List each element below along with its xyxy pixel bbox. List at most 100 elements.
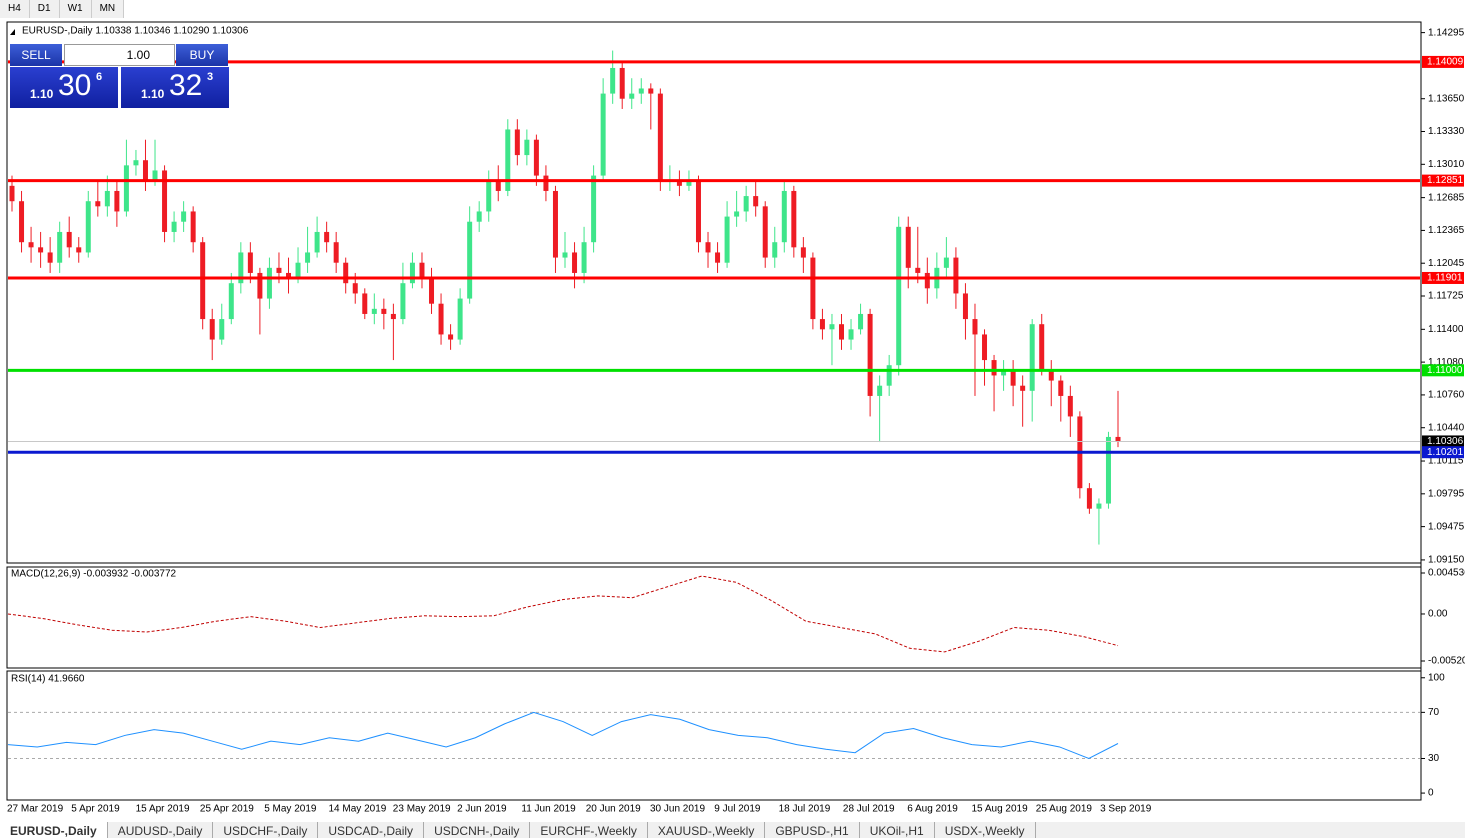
candle-body bbox=[162, 170, 168, 232]
axis-label: 1.12365 bbox=[1428, 225, 1465, 236]
candle-body bbox=[1086, 488, 1092, 509]
chart-tab[interactable]: USDCHF-,Daily bbox=[213, 822, 319, 838]
date-label: 3 Sep 2019 bbox=[1100, 804, 1152, 815]
rsi-label: RSI(14) 41.9660 bbox=[11, 674, 85, 685]
date-label: 9 Jul 2019 bbox=[714, 804, 761, 815]
price-level-tag bbox=[1422, 55, 1464, 68]
chart-tab[interactable]: USDCAD-,Daily bbox=[318, 822, 425, 838]
candle-body bbox=[238, 252, 244, 284]
candle-body bbox=[1039, 324, 1045, 371]
trade-panel: SELL 1.00 BUY 1.10 30 6 1.10 32 3 bbox=[10, 44, 229, 108]
candle-body bbox=[190, 211, 196, 243]
candle-body bbox=[638, 88, 644, 94]
candle-body bbox=[324, 231, 330, 243]
candle-body bbox=[724, 216, 730, 263]
axis-label: 1.14295 bbox=[1428, 27, 1465, 38]
price-level-tag bbox=[1422, 174, 1464, 187]
axis-label: 100 bbox=[1428, 672, 1445, 683]
candle-body bbox=[181, 211, 187, 222]
candle-body bbox=[552, 190, 558, 258]
axis-label: 30 bbox=[1428, 753, 1440, 764]
chart-tab[interactable]: XAUUSD-,Weekly bbox=[648, 822, 766, 838]
candle-body bbox=[305, 252, 311, 263]
candle-body bbox=[314, 231, 320, 253]
axis-label: 0 bbox=[1428, 788, 1434, 799]
candle-body bbox=[371, 308, 377, 314]
axis-label: 1.10115 bbox=[1428, 456, 1464, 467]
candle-body bbox=[991, 360, 997, 376]
price-level-label: 1.14009 bbox=[1427, 57, 1464, 68]
candle-body bbox=[85, 201, 91, 253]
candle-body bbox=[419, 262, 425, 279]
candle-body bbox=[1058, 380, 1064, 396]
price-level-label: 1.10201 bbox=[1427, 447, 1464, 458]
candle-body bbox=[858, 313, 864, 330]
candle-body bbox=[438, 303, 444, 335]
candle-body bbox=[848, 329, 854, 340]
lot-input[interactable]: 1.00 bbox=[64, 44, 175, 66]
date-label: 6 Aug 2019 bbox=[907, 804, 958, 815]
bid-big: 1.10 bbox=[30, 87, 54, 101]
price-level-tag bbox=[1422, 435, 1464, 448]
candle-body bbox=[9, 185, 15, 202]
candle-body bbox=[400, 283, 406, 320]
chart-tab[interactable]: USDCNH-,Daily bbox=[424, 822, 531, 838]
candle-body bbox=[867, 313, 873, 396]
candle-body bbox=[47, 252, 53, 263]
candle-body bbox=[362, 293, 368, 314]
chart-tab[interactable]: AUDUSD-,Daily bbox=[108, 822, 214, 838]
candle-body bbox=[495, 180, 501, 191]
header-icon bbox=[10, 29, 15, 35]
candle-body bbox=[1020, 385, 1026, 391]
candle-body bbox=[905, 226, 911, 268]
sell-button[interactable]: SELL bbox=[10, 44, 62, 66]
rsi-pane bbox=[6, 670, 1422, 801]
candle-body bbox=[543, 175, 549, 191]
date-label: 15 Apr 2019 bbox=[136, 804, 190, 815]
candle-body bbox=[753, 196, 759, 207]
candle-body bbox=[810, 257, 816, 320]
candle-body bbox=[505, 129, 511, 191]
timeframe-button[interactable]: D1 bbox=[29, 0, 60, 18]
timeframe-bar: H4 D1 W1 MN bbox=[0, 0, 125, 18]
candle-body bbox=[123, 165, 129, 212]
date-label: 20 Jun 2019 bbox=[586, 804, 641, 815]
candle-body bbox=[886, 365, 892, 386]
candle-body bbox=[610, 67, 616, 94]
chart-tab[interactable]: GBPUSD-,H1 bbox=[765, 822, 860, 838]
price-level-tag bbox=[1422, 271, 1464, 284]
candle-body bbox=[114, 190, 120, 212]
candle-body bbox=[524, 139, 530, 156]
timeframe-button[interactable]: W1 bbox=[59, 0, 92, 18]
buy-button[interactable]: BUY bbox=[176, 44, 228, 66]
chart-tab[interactable]: UKOil-,H1 bbox=[860, 822, 935, 838]
candle-body bbox=[819, 319, 825, 330]
price-level-tag bbox=[1422, 364, 1464, 377]
bid-price[interactable]: 1.10 30 6 bbox=[10, 67, 118, 108]
timeframe-button[interactable]: MN bbox=[91, 0, 125, 18]
timeframe-button[interactable]: H4 bbox=[0, 0, 30, 18]
candle-body bbox=[715, 252, 721, 263]
bid-pips: 30 bbox=[58, 69, 92, 102]
axis-label: 1.10760 bbox=[1428, 390, 1465, 401]
axis-label: 1.13330 bbox=[1428, 126, 1465, 137]
candle-body bbox=[57, 231, 63, 263]
chart-tab[interactable]: USDX-,Weekly bbox=[935, 822, 1036, 838]
axis-label: 1.12045 bbox=[1428, 258, 1465, 269]
candle-body bbox=[943, 257, 949, 268]
date-label: 27 Mar 2019 bbox=[7, 804, 64, 815]
macd-label: MACD(12,26,9) -0.003932 -0.003772 bbox=[11, 569, 177, 580]
candle-body bbox=[1115, 436, 1121, 442]
candle-body bbox=[695, 180, 701, 243]
candle-body bbox=[1048, 370, 1054, 381]
candle-body bbox=[467, 221, 473, 299]
chart-tab[interactable]: EURUSD-,Daily bbox=[0, 822, 108, 838]
candle-body bbox=[152, 170, 158, 181]
date-label: 25 Aug 2019 bbox=[1036, 804, 1093, 815]
candle-body bbox=[1029, 324, 1035, 391]
date-label: 28 Jul 2019 bbox=[843, 804, 895, 815]
ask-price[interactable]: 1.10 32 3 bbox=[121, 67, 229, 108]
chart-tab[interactable]: EURCHF-,Weekly bbox=[530, 822, 648, 838]
candle-body bbox=[66, 231, 72, 248]
macd-pane bbox=[6, 566, 1422, 669]
